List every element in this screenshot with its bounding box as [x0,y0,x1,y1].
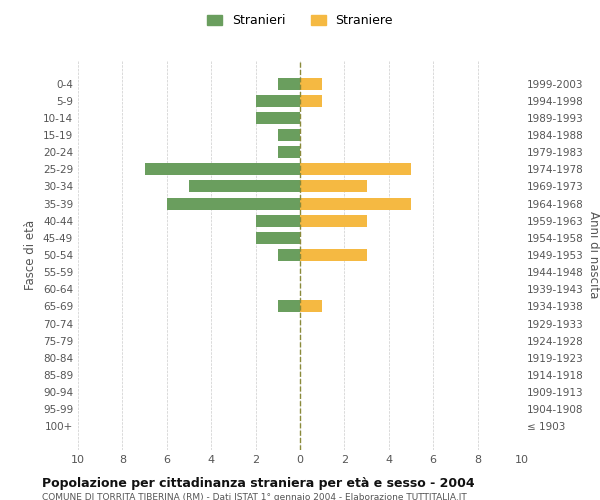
Bar [278,300,300,312]
Bar [256,232,300,244]
Y-axis label: Anni di nascita: Anni di nascita [587,212,600,298]
Bar [278,249,300,261]
Bar [300,300,322,312]
Bar [278,129,300,141]
Bar [256,214,300,226]
Bar [278,78,300,90]
Y-axis label: Fasce di età: Fasce di età [25,220,37,290]
Bar [300,95,322,107]
Text: Popolazione per cittadinanza straniera per età e sesso - 2004: Popolazione per cittadinanza straniera p… [42,478,475,490]
Bar [189,180,300,192]
Bar [300,180,367,192]
Bar [300,214,367,226]
Bar [256,112,300,124]
Legend: Stranieri, Straniere: Stranieri, Straniere [202,10,398,32]
Bar [145,164,300,175]
Bar [300,78,322,90]
Bar [278,146,300,158]
Bar [167,198,300,209]
Bar [256,95,300,107]
Bar [300,249,367,261]
Text: COMUNE DI TORRITA TIBERINA (RM) - Dati ISTAT 1° gennaio 2004 - Elaborazione TUTT: COMUNE DI TORRITA TIBERINA (RM) - Dati I… [42,492,467,500]
Bar [300,164,411,175]
Bar [300,198,411,209]
